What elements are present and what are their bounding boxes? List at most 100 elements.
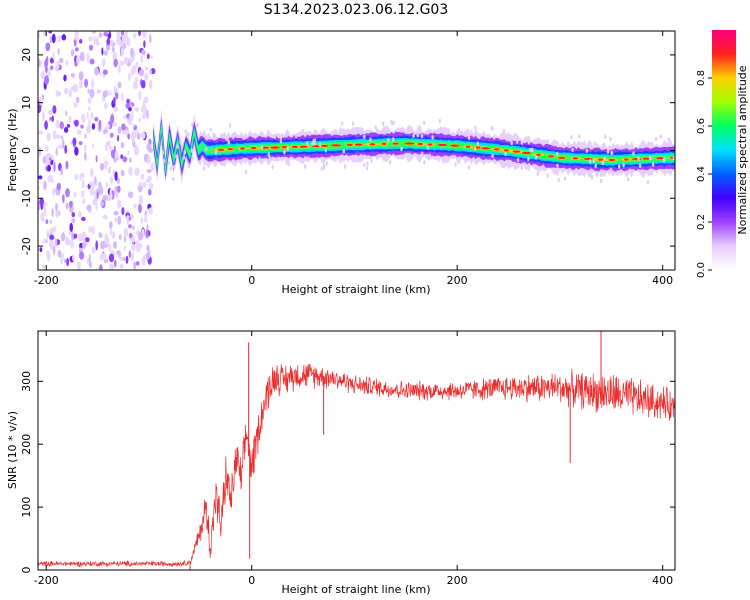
track-speckle: [412, 133, 415, 139]
track-speckle: [504, 151, 507, 157]
track-speckle: [204, 146, 208, 152]
track-speckle: [167, 160, 171, 166]
noise-blob: [71, 230, 74, 241]
noise-blob: [90, 112, 94, 120]
noise-blob: [47, 109, 53, 116]
noise-blob: [128, 107, 132, 112]
noise-blob: [63, 74, 67, 82]
colorbar: 0.0 0.2 0.4 0.6 0.8 Normalized spectral ampl…: [696, 30, 749, 278]
track-speckle: [556, 163, 559, 168]
noise-blob: [55, 203, 58, 212]
snr-x-ticks: -200 0 200 400: [34, 331, 673, 587]
noise-blob: [80, 124, 84, 129]
noise-blob: [95, 41, 100, 46]
track-speckle: [179, 139, 182, 144]
track-speckle: [370, 158, 373, 164]
noise-blob: [51, 178, 54, 184]
noise-blob: [74, 119, 79, 127]
noise-blob: [39, 247, 43, 253]
track-speckle: [593, 141, 596, 146]
noise-blob: [121, 207, 125, 216]
noise-blob: [84, 144, 87, 152]
noise-blob: [136, 133, 141, 140]
noise-blob: [64, 144, 68, 154]
noise-blob: [110, 114, 115, 124]
noise-blob: [140, 80, 146, 89]
noise-blob: [116, 177, 121, 185]
noise-blob: [82, 178, 85, 189]
track-speckle: [646, 180, 650, 185]
noise-blob: [89, 44, 93, 51]
noise-blob: [128, 114, 132, 125]
noise-blob: [109, 146, 113, 152]
snr-x-tick-label: 0: [248, 574, 255, 587]
noise-blob: [41, 94, 45, 101]
noise-blob: [88, 253, 91, 264]
noise-blob: [69, 200, 73, 208]
noise-blob: [140, 173, 145, 180]
noise-blob: [140, 217, 144, 224]
noise-blob: [113, 241, 117, 249]
track-speckle: [388, 160, 392, 165]
noise-blob: [56, 60, 60, 71]
noise-blob: [125, 255, 129, 264]
track-speckle: [172, 176, 175, 182]
track-speckle: [175, 154, 178, 159]
track-core-red: [481, 147, 491, 150]
noise-blob: [120, 154, 124, 160]
noise-blob: [94, 176, 97, 185]
noise-blob: [144, 72, 149, 81]
noise-blob: [141, 113, 146, 119]
noise-blob: [142, 31, 147, 39]
track-speckle: [312, 139, 315, 144]
noise-blob: [70, 85, 76, 91]
noise-blob: [65, 188, 70, 198]
noise-blob: [49, 228, 55, 233]
noise-blob: [78, 233, 83, 242]
noise-blob: [38, 130, 43, 135]
colorbar-ticks: 0.0 0.2 0.4 0.6 0.8: [696, 70, 712, 278]
noise-blob: [95, 240, 98, 251]
noise-blob: [100, 186, 104, 196]
noise-blob: [144, 213, 147, 222]
track-speckle: [342, 149, 345, 154]
noise-blob: [72, 254, 75, 262]
track-speckle: [422, 120, 426, 126]
noise-blob: [101, 58, 106, 67]
noise-blob: [144, 66, 148, 71]
noise-blob: [60, 257, 63, 265]
snr-y-ticks: 0 100 200 300: [20, 371, 675, 574]
noise-blob: [70, 49, 75, 57]
track-speckle: [520, 140, 523, 145]
track-speckle: [382, 121, 385, 127]
spectrogram-y-ticks: -20 -10 0 10 20: [20, 48, 675, 255]
track-core-red: [632, 158, 642, 161]
track-speckle: [244, 169, 248, 175]
track-speckle: [667, 137, 670, 142]
figure-title: S134.2023.023.06.12.G03: [264, 2, 449, 18]
noise-blob: [109, 263, 115, 270]
track-speckle: [536, 171, 539, 177]
noise-blob: [52, 188, 56, 194]
track-speckle: [214, 162, 217, 167]
noise-blob: [39, 198, 45, 206]
noise-blob: [55, 119, 60, 129]
track-core-red: [240, 147, 245, 150]
noise-blob: [65, 110, 68, 117]
track-speckle: [203, 166, 206, 171]
noise-blob: [118, 255, 122, 261]
noise-blob: [43, 206, 47, 216]
track-speckle: [588, 159, 592, 164]
noise-blob: [42, 31, 47, 37]
noise-blob: [128, 224, 132, 229]
noise-blob: [57, 144, 63, 149]
noise-blob: [148, 147, 153, 153]
track-speckle: [546, 173, 549, 178]
noise-blob: [145, 229, 149, 238]
noise-blob: [130, 47, 134, 58]
noise-blob: [102, 90, 108, 98]
noise-blob: [61, 143, 64, 149]
noise-blob: [149, 34, 152, 44]
noise-blob: [49, 234, 55, 240]
